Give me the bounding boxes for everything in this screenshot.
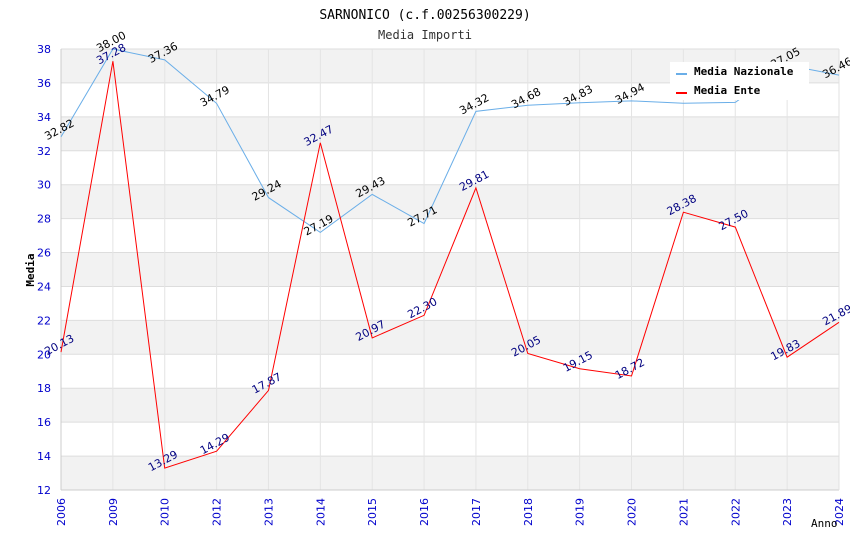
data-label: 22.30 xyxy=(405,295,439,321)
x-tick-label: 2024 xyxy=(833,498,846,526)
x-tick-label: 2009 xyxy=(107,498,120,526)
y-tick-label: 32 xyxy=(37,145,51,158)
x-tick-label: 2020 xyxy=(626,498,639,526)
legend-box xyxy=(670,62,809,100)
y-tick-label: 36 xyxy=(37,77,51,90)
band xyxy=(61,456,839,490)
y-tick-label: 26 xyxy=(37,247,51,260)
y-tick-label: 16 xyxy=(37,416,51,429)
x-tick-label: 2010 xyxy=(159,498,172,526)
x-tick-label: 2014 xyxy=(314,498,327,526)
data-label: 34.79 xyxy=(198,83,232,109)
band xyxy=(61,320,839,355)
y-tick-label: 12 xyxy=(37,484,51,497)
band xyxy=(61,388,839,423)
y-tick-labels: 12 14 16 18 20 22 24 26 28 30 32 34 36 38 xyxy=(37,43,51,497)
series-lines xyxy=(60,48,840,469)
y-tick-label: 34 xyxy=(37,111,51,124)
x-tick-label: 2018 xyxy=(522,498,535,526)
band xyxy=(61,252,839,287)
series-line-media-ente xyxy=(60,61,840,469)
chart-subtitle: Media Importi xyxy=(378,28,472,42)
data-label: 34.83 xyxy=(561,83,595,109)
y-tick-label: 20 xyxy=(37,348,51,361)
x-tick-labels: 2006 2009 2010 2012 2013 2014 2015 2016 2017 2018… xyxy=(55,498,846,526)
y-tick-label: 14 xyxy=(37,450,51,463)
data-label: 14.29 xyxy=(198,431,232,457)
data-label: 34.68 xyxy=(509,85,543,111)
y-tick-label: 18 xyxy=(37,382,51,395)
chart-title: SARNONICO (c.f.00256300229) xyxy=(319,8,530,23)
axes xyxy=(60,49,840,491)
x-axis-label: Anno xyxy=(811,517,838,530)
y-tick-label: 38 xyxy=(37,43,51,56)
y-tick-label: 24 xyxy=(37,280,51,293)
x-tick-label: 2016 xyxy=(418,498,431,526)
background-bands xyxy=(61,49,839,490)
y-tick-label: 22 xyxy=(37,314,51,327)
x-tick-label: 2022 xyxy=(729,498,742,526)
y-axis-label: Media xyxy=(24,253,37,286)
series-line-media-nazionale xyxy=(60,48,840,234)
x-tick-label: 2019 xyxy=(574,498,587,526)
band xyxy=(61,116,839,151)
x-tick-label: 2023 xyxy=(781,498,794,526)
legend-label: Media Ente xyxy=(694,84,761,97)
x-tick-label: 2015 xyxy=(366,498,379,526)
y-tick-label: 30 xyxy=(37,179,51,192)
legend: Media Nazionale Media Ente xyxy=(670,62,809,100)
x-tick-label: 2021 xyxy=(677,498,690,526)
data-label: 34.94 xyxy=(613,81,647,107)
x-tick-label: 2017 xyxy=(470,498,483,526)
x-tick-label: 2006 xyxy=(55,498,68,526)
band xyxy=(61,184,839,219)
x-tick-label: 2013 xyxy=(262,498,275,526)
data-label: 34.32 xyxy=(457,91,491,117)
x-tick-label: 2012 xyxy=(211,498,224,526)
y-tick-label: 28 xyxy=(37,213,51,226)
data-label: 18.72 xyxy=(613,356,647,382)
legend-label: Media Nazionale xyxy=(694,65,794,78)
